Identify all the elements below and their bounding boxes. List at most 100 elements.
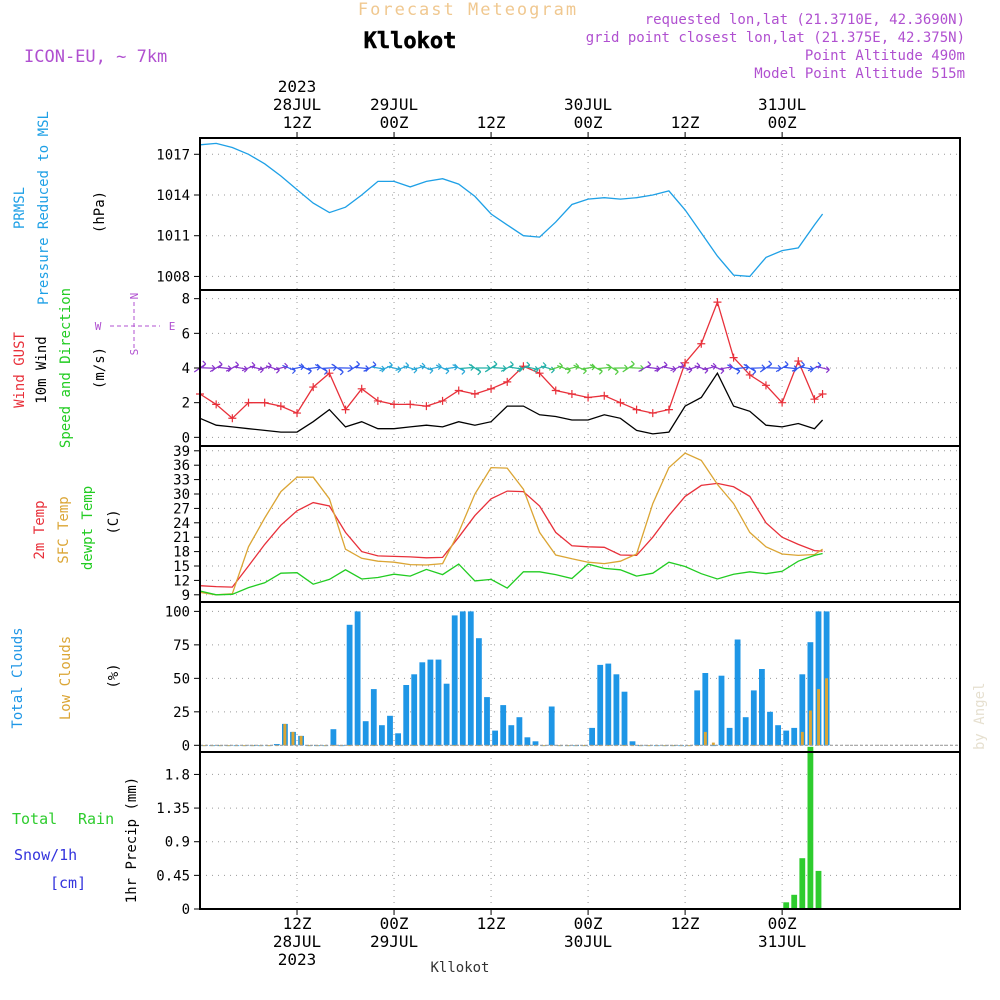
clouds-bar-total-clouds	[330, 729, 337, 746]
clouds-bar-total-clouds	[500, 705, 507, 746]
clouds-bar-total-clouds	[799, 674, 806, 746]
cloud-unit: (%)	[106, 663, 122, 688]
wind-gust-marker	[212, 400, 221, 409]
pressure-label-1: PRMSL	[12, 187, 28, 229]
clouds-bar-total-clouds	[354, 611, 361, 746]
time-label-bottom: 00Z	[768, 914, 797, 933]
precip-side-labels: Total Rain Snow/1h [cm] 1hr Precip (mm)	[12, 777, 140, 903]
time-label-bottom: 30JUL	[564, 932, 612, 951]
precip-bar-total-rain	[783, 902, 790, 909]
time-label-bottom: 00Z	[574, 914, 603, 933]
wind-gust-marker	[325, 369, 334, 378]
time-label-bottom: 28JUL	[273, 932, 321, 951]
clouds-bar-low-clouds	[437, 745, 440, 747]
wind-gust-marker	[373, 396, 382, 405]
wind-gust-marker	[293, 409, 302, 418]
temperature-ytick-label: 30	[173, 487, 190, 503]
pressure-label-2: Pressure Reduced to MSL	[36, 111, 52, 305]
pressure-unit: (hPa)	[92, 191, 108, 233]
wind-gust-marker	[535, 369, 544, 378]
time-label-top: 12Z	[477, 113, 506, 132]
clouds-bar-low-clouds	[477, 745, 481, 747]
time-label-top: 30JUL	[564, 95, 612, 114]
compass-south: S	[128, 349, 141, 356]
precip-label-rain: Rain	[78, 810, 114, 828]
wind-gust-marker	[778, 398, 787, 407]
pressure-side-labels: PRMSL Pressure Reduced to MSL (hPa)	[12, 111, 108, 305]
wind-gust-marker	[697, 339, 706, 348]
clouds-ytick-label: 25	[173, 705, 190, 721]
clouds-bar-low-clouds	[396, 745, 400, 747]
clouds-bar-low-clouds	[752, 745, 756, 747]
clouds-bar-total-clouds	[484, 697, 490, 746]
wind-gust-marker	[503, 377, 512, 386]
clouds-bar-low-clouds	[291, 731, 295, 746]
temperature-ytick-label: 12	[173, 573, 190, 589]
time-label-top: 00Z	[574, 113, 603, 132]
clouds-bar-total-clouds	[750, 690, 757, 746]
wind-gust-marker	[454, 386, 463, 395]
time-label-bottom: 12Z	[477, 914, 506, 933]
clouds-ytick-label: 100	[165, 604, 190, 620]
wind-gust-marker	[341, 405, 350, 414]
clouds-bar-total-clouds	[613, 674, 620, 746]
clouds-bar-low-clouds	[453, 745, 457, 747]
clouds-bar-low-clouds	[768, 745, 772, 747]
clouds-bar-total-clouds	[370, 689, 377, 746]
clouds-bar-low-clouds	[606, 745, 610, 747]
compass-north: N	[128, 293, 141, 300]
precip-label-cm: [cm]	[50, 874, 86, 892]
clouds-bar-low-clouds	[558, 745, 562, 747]
precip-ytick-label: 1.8	[165, 767, 190, 783]
clouds-bar-low-clouds	[809, 710, 812, 746]
clouds-bar-total-clouds	[362, 721, 369, 746]
time-label-bottom: 00Z	[380, 914, 409, 933]
wind-unit: (m/s)	[92, 347, 108, 389]
wind-direction-arrow	[314, 363, 328, 375]
clouds-bar-total-clouds	[734, 639, 741, 746]
wind-gust-marker	[438, 396, 447, 405]
temp-unit: (C)	[106, 509, 122, 534]
precip-ytick-label: 0.45	[156, 868, 190, 884]
clouds-bar-low-clouds	[267, 745, 271, 747]
wind-gust-marker	[745, 370, 754, 379]
wind-gust-marker	[616, 398, 625, 407]
wind-direction-arrow	[622, 360, 635, 373]
cloud-side-labels: Total Clouds Low Clouds (%)	[10, 627, 122, 728]
wind-direction-arrow	[347, 360, 360, 373]
time-label-bottom: 31JUL	[758, 932, 806, 951]
clouds-bar-total-clouds	[629, 741, 636, 746]
clouds-bar-low-clouds	[728, 745, 731, 747]
clouds-bar-total-clouds	[759, 669, 765, 746]
temperature-series-dewpt-temp	[199, 552, 823, 596]
wind-gust-marker	[794, 357, 803, 366]
temperature-ytick-label: 15	[173, 559, 190, 575]
axes-layer: 1008101110141017024689121518212427303336…	[156, 77, 806, 969]
clouds-bar-total-clouds	[702, 673, 709, 746]
temp-side-labels: 2m Temp SFC Temp dewpt Temp (C)	[32, 486, 122, 570]
wind-gust-marker	[810, 395, 819, 404]
clouds-bar-low-clouds	[331, 745, 335, 747]
wind-gust-marker	[664, 405, 673, 414]
clouds-ytick-label: 75	[173, 638, 190, 654]
clouds-bar-low-clouds	[687, 745, 691, 747]
wind-direction-arrow	[484, 360, 498, 373]
clouds-bar-total-clouds	[387, 715, 393, 746]
time-label-top: 00Z	[380, 113, 409, 132]
clouds-bar-total-clouds	[451, 615, 458, 746]
clouds-bar-total-clouds	[516, 717, 523, 746]
precip-bar-total-rain	[815, 870, 822, 909]
point-altitude: Point Altitude 490m	[805, 48, 965, 64]
cloud-label-total: Total Clouds	[10, 627, 26, 728]
clouds-bar-low-clouds	[663, 745, 667, 747]
pressure-ytick-label: 1014	[156, 188, 190, 204]
model-label: ICON-EU, ~ 7km	[24, 47, 167, 67]
wind-gust-marker	[729, 353, 738, 362]
wind-direction-arrow	[775, 360, 789, 373]
time-label-bottom: 29JUL	[370, 932, 418, 951]
wind-gust-marker	[648, 409, 657, 418]
precip-ytick-label: 1.35	[156, 801, 190, 817]
wind-gust-marker	[357, 384, 366, 393]
